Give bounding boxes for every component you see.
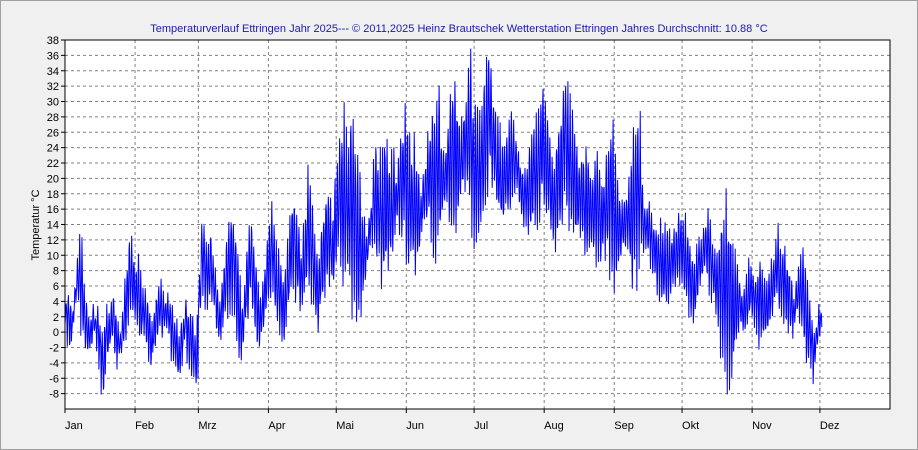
x-tick-label: Mai (336, 420, 354, 432)
y-tick-label: 28 (47, 112, 59, 124)
y-tick-label: 8 (53, 266, 59, 278)
x-tick-label: Apr (268, 420, 285, 432)
x-tick-label: Mrz (198, 420, 216, 432)
y-tick-label: 10 (47, 250, 59, 262)
x-tick-label: Jun (406, 420, 424, 432)
y-tick-label: 18 (47, 189, 59, 201)
y-tick-label: 32 (47, 81, 59, 93)
x-axis: Jan Feb Mrz Apr Mai Jun Jul Aug Sep Okt Nov Dez (64, 409, 840, 432)
x-tick-label: Sep (614, 420, 634, 432)
x-tick-label: Okt (682, 420, 699, 432)
y-axis-label: Temperatur °C (30, 189, 42, 260)
x-tick-label: Jan (65, 420, 83, 432)
y-tick-label: 34 (47, 66, 59, 78)
y-tick-label: 4 (53, 296, 59, 308)
series-group (64, 48, 823, 395)
y-tick-label: 30 (47, 97, 59, 109)
y-tick-label: 20 (47, 173, 59, 185)
x-tick-label: Nov (752, 420, 772, 432)
y-tick-label: 22 (47, 158, 59, 170)
y-tick-label: 14 (47, 220, 59, 232)
x-tick-label: Jul (474, 420, 488, 432)
y-tick-label: 16 (47, 204, 59, 216)
y-tick-label: -8 (49, 389, 59, 401)
y-tick-label: -2 (49, 343, 59, 355)
y-tick-label: 0 (53, 327, 59, 339)
temperature-line (64, 48, 823, 395)
x-tick-label: Aug (544, 420, 564, 432)
y-tick-label: 6 (53, 281, 59, 293)
y-tick-label: -4 (49, 358, 59, 370)
x-tick-label: Feb (135, 420, 154, 432)
y-tick-label: 2 (53, 312, 59, 324)
x-tick-label: Dez (820, 420, 840, 432)
y-tick-label: 38 (47, 35, 59, 47)
y-tick-label: 24 (47, 143, 59, 155)
chart-title: Temperaturverlauf Ettringen Jahr 2025---… (150, 23, 767, 35)
y-axis: -8-6-4-202468101214161820222426283032343… (47, 35, 65, 401)
y-tick-label: 36 (47, 50, 59, 62)
y-tick-label: 12 (47, 235, 59, 247)
y-tick-label: 26 (47, 127, 59, 139)
y-tick-label: -6 (49, 373, 59, 385)
